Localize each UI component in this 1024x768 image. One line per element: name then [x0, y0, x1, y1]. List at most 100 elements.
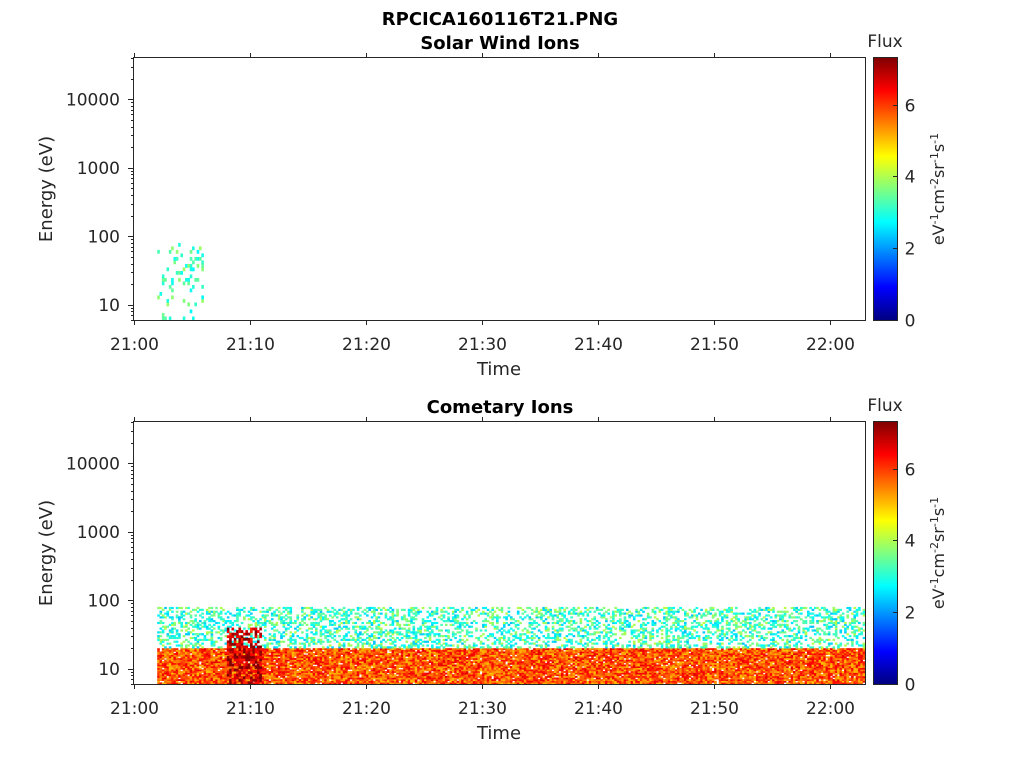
heatmap-cell — [628, 659, 631, 662]
heatmap-cell — [403, 680, 406, 683]
heatmap-cell — [166, 664, 170, 667]
heatmap-cell — [217, 679, 221, 682]
heatmap-cell — [528, 649, 532, 652]
heatmap-cell — [482, 679, 485, 682]
heatmap-cell — [533, 657, 536, 660]
heatmap-cell — [428, 657, 432, 660]
heatmap-cell — [161, 661, 165, 664]
heatmap-cell — [479, 653, 483, 655]
heatmap-cell — [484, 667, 488, 670]
heatmap-cell — [400, 682, 404, 685]
heatmap-cell — [454, 672, 457, 675]
heatmap-cell — [294, 664, 297, 667]
heatmap-cell — [361, 666, 365, 669]
heatmap-cell — [489, 666, 492, 669]
heatmap-cell — [215, 661, 218, 664]
heatmap-cell — [690, 667, 694, 670]
heatmap-cell — [291, 649, 295, 652]
heatmap-cell — [588, 657, 592, 660]
heatmap-cell — [577, 670, 580, 673]
heatmap-cell — [403, 661, 406, 664]
heatmap-cell — [609, 656, 613, 659]
heatmap-cell — [593, 675, 597, 678]
heatmap-cell — [658, 659, 662, 662]
heatmap-cell — [428, 670, 432, 673]
heatmap-cell — [554, 670, 557, 673]
heatmap-cell — [472, 666, 476, 669]
heatmap-cell — [335, 670, 339, 673]
heatmap-cell — [537, 675, 541, 678]
heatmap-cell — [651, 648, 655, 651]
heatmap-cell — [679, 680, 682, 683]
heatmap-cell — [505, 648, 508, 651]
heatmap-cell — [400, 675, 404, 678]
heatmap-cell — [212, 657, 216, 660]
heatmap-cell — [628, 677, 631, 680]
heatmap-cell — [236, 648, 239, 651]
heatmap-cell — [298, 675, 302, 678]
heatmap-cell — [509, 677, 513, 680]
heatmap-cell — [349, 670, 353, 673]
heatmap-cell — [356, 657, 360, 660]
heatmap-cell — [308, 667, 311, 670]
heatmap-cell — [335, 653, 339, 655]
heatmap-cell — [391, 651, 395, 654]
heatmap-cell — [277, 661, 281, 664]
heatmap-cell — [161, 670, 165, 673]
heatmap-cell — [581, 675, 585, 678]
heatmap-cell — [463, 680, 467, 683]
heatmap-cell — [572, 664, 576, 667]
heatmap-cell — [333, 667, 337, 670]
heatmap-cell — [326, 659, 330, 662]
heatmap-cell — [317, 670, 320, 673]
heatmap-cell — [665, 656, 669, 659]
heatmap-cell — [502, 677, 506, 680]
heatmap-cell — [540, 675, 543, 678]
heatmap-cell — [551, 666, 555, 669]
heatmap-cell — [356, 674, 360, 677]
heatmap-cell — [679, 677, 682, 680]
heatmap-cell — [600, 648, 604, 651]
heatmap-cell — [284, 667, 288, 670]
heatmap-cell — [591, 669, 594, 672]
heatmap-cell — [619, 680, 622, 683]
heatmap-cell — [598, 666, 601, 669]
heatmap-cell — [224, 651, 228, 654]
heatmap-cell — [677, 657, 680, 660]
heatmap-cell — [658, 677, 662, 680]
heatmap-cell — [252, 674, 255, 677]
heatmap-cell — [477, 656, 481, 659]
heatmap-cell — [674, 662, 678, 665]
heatmap-cell — [688, 654, 692, 657]
heatmap-cell — [570, 672, 573, 675]
heatmap-cell — [509, 667, 513, 670]
heatmap-cell — [428, 682, 432, 685]
heatmap-cell — [273, 674, 276, 677]
heatmap-cell — [600, 651, 604, 654]
heatmap-cell — [412, 657, 416, 660]
heatmap-cell — [528, 653, 532, 655]
heatmap-cell — [586, 670, 590, 673]
heatmap-cell — [324, 651, 327, 654]
heatmap-cell — [428, 651, 432, 654]
heatmap-cell — [356, 672, 360, 675]
heatmap-cell — [542, 672, 546, 675]
heatmap-cell — [270, 674, 274, 677]
heatmap-cell — [547, 649, 550, 652]
heatmap-cell — [646, 664, 650, 667]
heatmap-cell — [377, 666, 381, 669]
heatmap-cell — [268, 666, 272, 669]
heatmap-cell — [210, 653, 214, 655]
heatmap-cell — [166, 651, 170, 654]
heatmap-cell — [247, 677, 251, 680]
heatmap-cell — [345, 672, 348, 675]
heatmap-cell — [431, 672, 434, 675]
heatmap-cell — [482, 667, 485, 670]
heatmap-cell — [563, 667, 566, 670]
heatmap-cell — [584, 675, 587, 678]
heatmap-cell — [426, 648, 430, 651]
heatmap-cell — [219, 675, 223, 678]
heatmap-cell — [558, 659, 562, 662]
heatmap-cell — [523, 664, 527, 667]
heatmap-cell — [171, 677, 174, 680]
